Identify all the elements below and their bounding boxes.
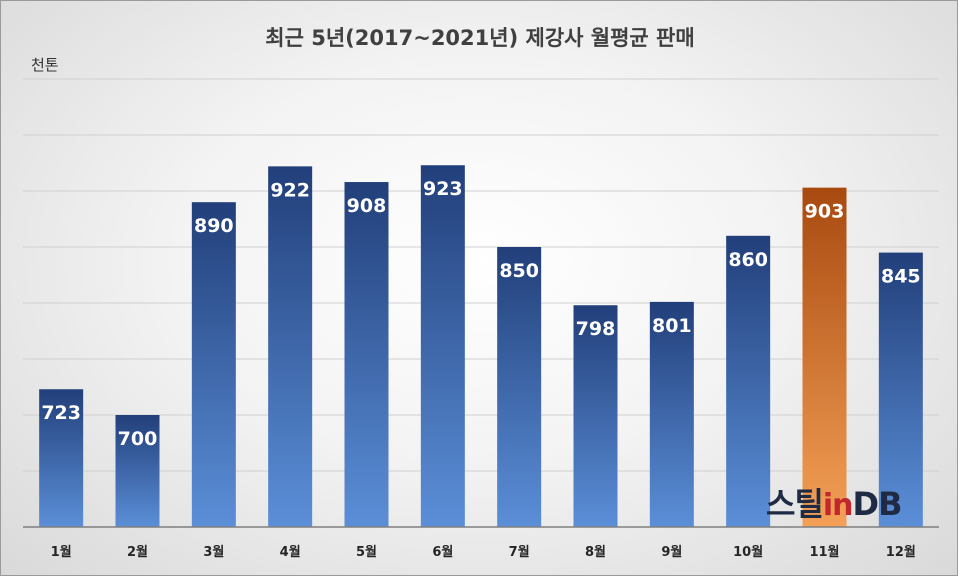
value-label: 801 <box>652 315 692 337</box>
gridlines <box>23 78 939 472</box>
x-tick-labels: 1월 2월 3월 4월 5월 6월 7월 8월 9월 10월 11월 12월 <box>51 544 916 560</box>
value-label: 903 <box>805 201 845 223</box>
chart-title: 최근 5년(2017~2021년) 제강사 월평균 판매 <box>265 26 694 50</box>
x-tick-label: 6월 <box>432 544 453 560</box>
steelindb-logo: 스틸 in DB <box>766 479 903 525</box>
bar-7월 <box>497 247 542 527</box>
bar-8월 <box>573 305 618 527</box>
value-label: 922 <box>270 179 310 201</box>
x-tick-label: 7월 <box>509 544 530 560</box>
x-tick-label: 8월 <box>585 544 606 560</box>
y-axis-unit-label: 천톤 <box>31 56 59 74</box>
value-label: 845 <box>881 266 921 288</box>
bar-2월 <box>115 415 160 527</box>
bars <box>39 165 923 528</box>
bar-12월 <box>878 252 923 527</box>
bar-6월 <box>420 165 465 528</box>
x-tick-label: 11월 <box>809 544 839 560</box>
logo-part-2: in <box>822 488 854 523</box>
bar-10월 <box>726 235 771 528</box>
value-label: 860 <box>728 249 768 271</box>
value-label: 798 <box>576 318 616 340</box>
value-label: 908 <box>347 195 387 217</box>
bar-4월 <box>268 166 313 528</box>
x-tick-label: 1월 <box>51 544 72 560</box>
value-label: 923 <box>423 178 463 200</box>
bar-9월 <box>649 301 694 527</box>
value-label: 890 <box>194 215 234 237</box>
logo-part-3: DB <box>852 485 903 523</box>
x-tick-label: 3월 <box>203 544 224 560</box>
value-label: 700 <box>118 428 158 450</box>
bar-3월 <box>191 202 236 527</box>
bar-5월 <box>344 182 389 528</box>
value-label: 850 <box>499 260 539 282</box>
value-labels: 723 700 890 922 908 923 850 798 801 860 903 845 <box>41 178 920 450</box>
x-tick-label: 5월 <box>356 544 377 560</box>
bar-11월 <box>802 187 847 527</box>
x-tick-label: 9월 <box>661 544 682 560</box>
x-tick-label: 2월 <box>127 544 148 560</box>
bar-1월 <box>39 389 84 527</box>
value-label: 723 <box>41 402 81 424</box>
logo-part-1: 스틸 <box>766 485 824 523</box>
x-tick-label: 10월 <box>733 544 763 560</box>
x-tick-label: 4월 <box>280 544 301 560</box>
x-tick-label: 12월 <box>886 544 916 560</box>
